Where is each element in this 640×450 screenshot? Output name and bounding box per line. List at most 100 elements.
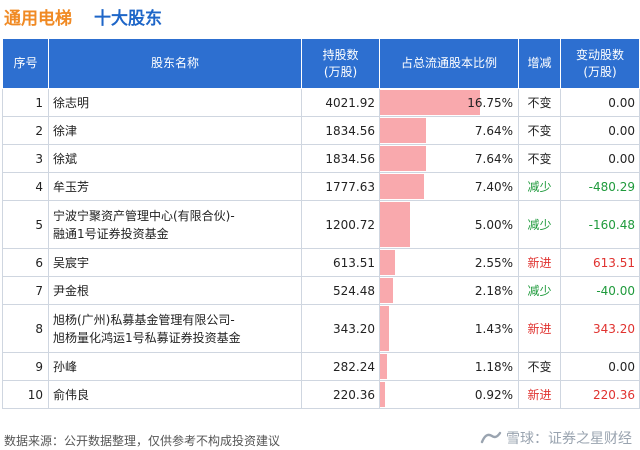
table-row: 10 俞伟良 220.36 0.92% 新进 220.36 <box>3 381 640 409</box>
pct-value: 0.92% <box>475 388 513 402</box>
pct-value: 16.75% <box>467 96 513 110</box>
shareholder-name: 俞伟良 <box>49 381 302 409</box>
pct-bar <box>380 306 389 351</box>
table-row: 3 徐斌 1834.56 7.64% 不变 0.00 <box>3 145 640 173</box>
pct-bar <box>380 278 393 303</box>
header-index: 序号 <box>3 39 49 89</box>
shareholder-name-line1: 俞伟良 <box>53 386 297 404</box>
change-status: 不变 <box>519 353 561 381</box>
pct-cell: 7.64% <box>380 145 519 173</box>
holding-amount: 343.20 <box>302 305 380 353</box>
pct-bar <box>380 90 480 115</box>
shareholder-name-line1: 徐津 <box>53 122 297 140</box>
holding-amount: 282.24 <box>302 353 380 381</box>
shareholder-name: 徐志明 <box>49 89 302 117</box>
shareholder-name-line1: 孙峰 <box>53 358 297 376</box>
table-row: 5 宁波宁聚资产管理中心(有限合伙)- 融通1号证券投资基金 1200.72 5.00%… <box>3 201 640 249</box>
change-amount: 0.00 <box>561 117 640 145</box>
pct-cell: 2.55% <box>380 249 519 277</box>
shareholder-name: 徐斌 <box>49 145 302 173</box>
change-amount: 0.00 <box>561 353 640 381</box>
header-change: 增减 <box>519 39 561 89</box>
change-status: 减少 <box>519 173 561 201</box>
table-row: 9 孙峰 282.24 1.18% 不变 0.00 <box>3 353 640 381</box>
holding-amount: 613.51 <box>302 249 380 277</box>
header-holding-line2: (万股) <box>324 65 357 79</box>
shareholder-name-line1: 徐志明 <box>53 94 297 112</box>
header-name: 股东名称 <box>49 39 302 89</box>
pct-cell: 1.43% <box>380 305 519 353</box>
holding-amount: 524.48 <box>302 277 380 305</box>
change-status: 新进 <box>519 381 561 409</box>
change-status: 新进 <box>519 249 561 277</box>
pct-cell: 0.92% <box>380 381 519 409</box>
brand-text: 雪球：证券之星财经 <box>506 428 632 448</box>
table-row: 4 牟玉芳 1777.63 7.40% 减少 -480.29 <box>3 173 640 201</box>
holding-amount: 1777.63 <box>302 173 380 201</box>
shareholder-name-line1: 牟玉芳 <box>53 178 297 196</box>
pct-value: 7.64% <box>475 124 513 138</box>
row-index: 2 <box>3 117 49 145</box>
shareholder-name: 牟玉芳 <box>49 173 302 201</box>
shareholder-name-line1: 旭杨(广州)私募基金管理有限公司- <box>53 311 297 329</box>
shareholder-name: 尹金根 <box>49 277 302 305</box>
row-index: 4 <box>3 173 49 201</box>
pct-cell: 7.40% <box>380 173 519 201</box>
pct-bar <box>380 202 410 247</box>
pct-bar <box>380 382 385 407</box>
row-index: 1 <box>3 89 49 117</box>
header-amount: 变动股数 (万股) <box>561 39 640 89</box>
shareholder-name: 孙峰 <box>49 353 302 381</box>
pct-value: 1.43% <box>475 322 513 336</box>
change-amount: -40.00 <box>561 277 640 305</box>
row-index: 8 <box>3 305 49 353</box>
header-pct: 占总流通股本比例 <box>380 39 519 89</box>
pct-value: 7.64% <box>475 152 513 166</box>
change-amount: 220.36 <box>561 381 640 409</box>
row-index: 6 <box>3 249 49 277</box>
pct-value: 7.40% <box>475 180 513 194</box>
holding-amount: 1834.56 <box>302 145 380 173</box>
table-row: 7 尹金根 524.48 2.18% 减少 -40.00 <box>3 277 640 305</box>
pct-cell: 16.75% <box>380 89 519 117</box>
pct-value: 2.18% <box>475 284 513 298</box>
brand-footer: 雪球：证券之星财经 <box>480 428 632 448</box>
header-amount-line2: (万股) <box>583 65 616 79</box>
title-bar: 通用电梯 十大股东 <box>0 0 640 34</box>
shareholder-name-line2: 旭杨量化鸿运1号私募证券投资基金 <box>53 329 297 347</box>
shareholders-table: 序号 股东名称 持股数 (万股) 占总流通股本比例 增减 变动股数 (万股) 1 徐志… <box>2 38 640 409</box>
shareholder-name: 吴宸宇 <box>49 249 302 277</box>
pct-value: 5.00% <box>475 218 513 232</box>
pct-bar <box>380 250 395 275</box>
shareholder-name: 宁波宁聚资产管理中心(有限合伙)- 融通1号证券投资基金 <box>49 201 302 249</box>
header-amount-line1: 变动股数 <box>576 48 624 62</box>
change-status: 减少 <box>519 277 561 305</box>
pct-bar <box>380 354 387 379</box>
change-amount: 0.00 <box>561 89 640 117</box>
holding-amount: 1200.72 <box>302 201 380 249</box>
change-amount: 613.51 <box>561 249 640 277</box>
table-row: 1 徐志明 4021.92 16.75% 不变 0.00 <box>3 89 640 117</box>
row-index: 9 <box>3 353 49 381</box>
table-row: 8 旭杨(广州)私募基金管理有限公司- 旭杨量化鸿运1号私募证券投资基金 343.20… <box>3 305 640 353</box>
shareholder-name-line2: 融通1号证券投资基金 <box>53 225 297 243</box>
change-amount: 343.20 <box>561 305 640 353</box>
shareholder-name-line1: 宁波宁聚资产管理中心(有限合伙)- <box>53 207 297 225</box>
row-index: 5 <box>3 201 49 249</box>
pct-bar <box>380 174 424 199</box>
change-status: 新进 <box>519 305 561 353</box>
data-source-note: 数据来源：公开数据整理，仅供参考不构成投资建议 <box>4 432 280 449</box>
shareholder-name-line1: 徐斌 <box>53 150 297 168</box>
header-holding-line1: 持股数 <box>322 48 358 62</box>
shareholder-name-line1: 尹金根 <box>53 282 297 300</box>
row-index: 7 <box>3 277 49 305</box>
pct-cell: 7.64% <box>380 117 519 145</box>
pct-cell: 5.00% <box>380 201 519 249</box>
change-status: 不变 <box>519 89 561 117</box>
pct-value: 2.55% <box>475 256 513 270</box>
change-status: 不变 <box>519 145 561 173</box>
shareholder-name: 徐津 <box>49 117 302 145</box>
table-row: 6 吴宸宇 613.51 2.55% 新进 613.51 <box>3 249 640 277</box>
header-holding: 持股数 (万股) <box>302 39 380 89</box>
pct-bar <box>380 118 426 143</box>
